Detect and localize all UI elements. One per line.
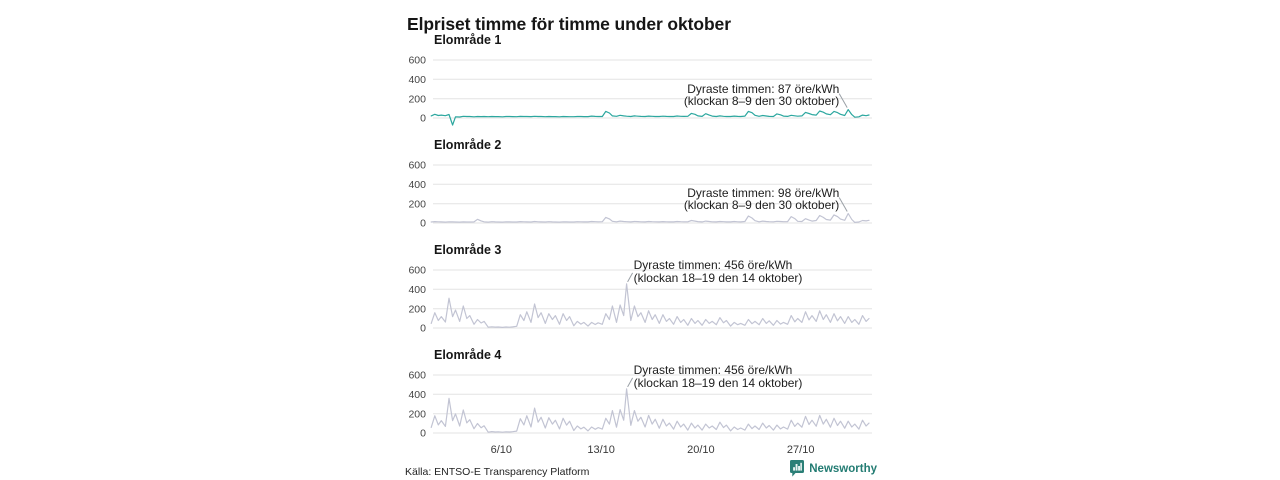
y-axis-tick-label: 200 — [408, 93, 426, 105]
y-axis-tick-label: 200 — [408, 198, 426, 210]
annotation-dyraste-timmen: Dyraste timmen: 456 öre/kWh (klockan 18–… — [634, 259, 803, 284]
y-axis-tick-label: 400 — [408, 179, 426, 191]
annotation-line2: (klockan 18–19 den 14 oktober) — [633, 270, 803, 285]
y-axis-tick-label: 0 — [420, 323, 426, 335]
annotation-line1: Dyraste timmen: 456 öre/kWh — [633, 362, 793, 377]
y-axis-tick-label: 600 — [408, 265, 426, 277]
price-line — [430, 388, 870, 433]
price-line — [430, 108, 870, 126]
panel-subtitle: Elområde 1 — [434, 33, 502, 47]
x-axis-tick-label: 27/10 — [786, 444, 815, 456]
y-axis-tick-label: 600 — [408, 55, 426, 67]
annotation-line2: (klockan 8–9 den 30 oktober) — [683, 198, 840, 213]
y-axis-tick-label: 400 — [408, 74, 426, 86]
annotation-line1: Dyraste timmen: 87 öre/kWh — [687, 81, 840, 96]
annotation-line1: Dyraste timmen: 456 öre/kWh — [633, 257, 793, 272]
x-axis: 6/10 13/10 20/10 27/10 — [405, 444, 880, 458]
annotation-line1: Dyraste timmen: 98 öre/kWh — [687, 185, 840, 200]
annotation-line2: (klockan 18–19 den 14 oktober) — [633, 375, 803, 390]
price-line — [430, 283, 870, 329]
line-chart-elomrade-4: 600 400 200 0 — [408, 370, 872, 440]
annotation-dyraste-timmen: Dyraste timmen: 98 öre/kWh (klockan 8–9 … — [683, 185, 840, 213]
y-axis-tick-label: 600 — [408, 160, 426, 172]
x-axis-tick-label: 6/10 — [490, 444, 513, 456]
y-axis-tick-label: 200 — [408, 303, 426, 315]
panel-elomrade-2: Elområde 2 600 400 200 0 Dyraste timmen: 98… — [405, 138, 880, 240]
chart-figure: Elpriset timme för timme under oktober E… — [405, 0, 880, 480]
panel-elomrade-3: Elområde 3 600 400 200 0 Dyraste timmen: 45… — [405, 243, 880, 345]
newsworthy-brand: Newsworthy — [790, 460, 877, 477]
annotation-leader-line — [838, 93, 848, 108]
y-axis-tick-label: 0 — [420, 428, 426, 440]
x-axis-tick-label: 20/10 — [687, 444, 715, 456]
annotation-dyraste-timmen: Dyraste timmen: 87 öre/kWh (klockan 8–9 … — [683, 81, 840, 109]
annotation-leader-line — [627, 272, 634, 283]
line-chart-elomrade-3: 600 400 200 0 — [408, 265, 872, 335]
annotation-leader-line — [838, 197, 848, 212]
line-chart-elomrade-2: 600 400 200 0 — [408, 160, 872, 230]
chart-title: Elpriset timme för timme under oktober — [407, 13, 731, 34]
panel-subtitle: Elområde 4 — [434, 348, 502, 362]
y-axis-tick-label: 200 — [408, 408, 426, 420]
y-axis-tick-label: 600 — [408, 370, 426, 382]
panel-subtitle: Elområde 2 — [434, 138, 502, 152]
newsworthy-logo-icon — [790, 460, 805, 477]
y-axis-tick-label: 0 — [420, 218, 426, 230]
price-line — [430, 212, 870, 224]
x-axis-tick-label: 13/10 — [587, 444, 615, 456]
newsworthy-wordmark: Newsworthy — [809, 462, 877, 475]
y-axis-tick-label: 400 — [408, 389, 426, 401]
panel-elomrade-1: Elområde 1 600 400 200 0 Dyraste timmen: 87… — [405, 33, 880, 135]
source-attribution: Källa: ENTSO-E Transparency Platform — [405, 466, 590, 478]
y-axis-tick-label: 400 — [408, 284, 426, 296]
panel-elomrade-4: Elområde 4 600 400 200 0 Dyraste timmen: 45… — [405, 348, 880, 450]
annotation-leader-line — [627, 377, 634, 388]
panel-subtitle: Elområde 3 — [434, 243, 502, 257]
line-chart-elomrade-1: 600 400 200 0 — [408, 55, 872, 126]
annotation-line2: (klockan 8–9 den 30 oktober) — [683, 94, 840, 109]
annotation-dyraste-timmen: Dyraste timmen: 456 öre/kWh (klockan 18–… — [634, 364, 803, 389]
y-axis-tick-label: 0 — [420, 113, 426, 125]
